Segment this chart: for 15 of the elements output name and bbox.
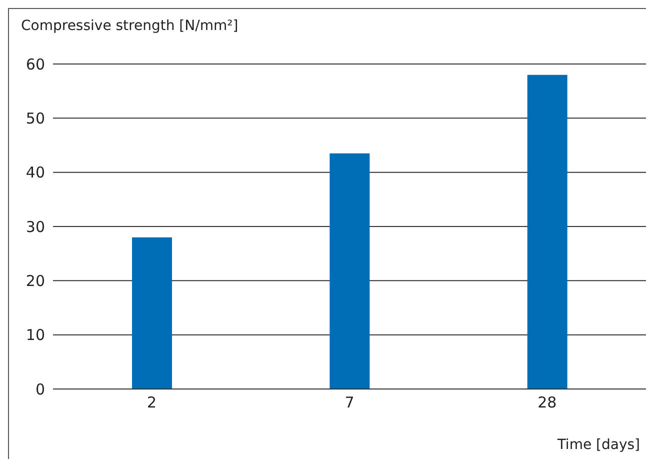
y-axis-title: Compressive strength [N/mm²] [21,18,238,34]
y-tick-label: 20 [26,272,45,290]
x-tick-label: 28 [538,394,557,412]
y-tick-label: 30 [26,218,45,236]
bar [527,74,568,389]
x-axis-title: Time [days] [557,437,640,453]
y-tick-label: 50 [26,109,45,128]
bar [132,237,172,389]
x-tick-label: 2 [147,394,157,412]
y-tick-label: 0 [35,380,45,398]
x-tick-label: 7 [344,394,354,412]
y-tick-label: 40 [26,164,45,182]
bar [330,153,370,389]
y-tick-label: 10 [26,326,45,344]
y-tick-label: 60 [26,55,45,74]
